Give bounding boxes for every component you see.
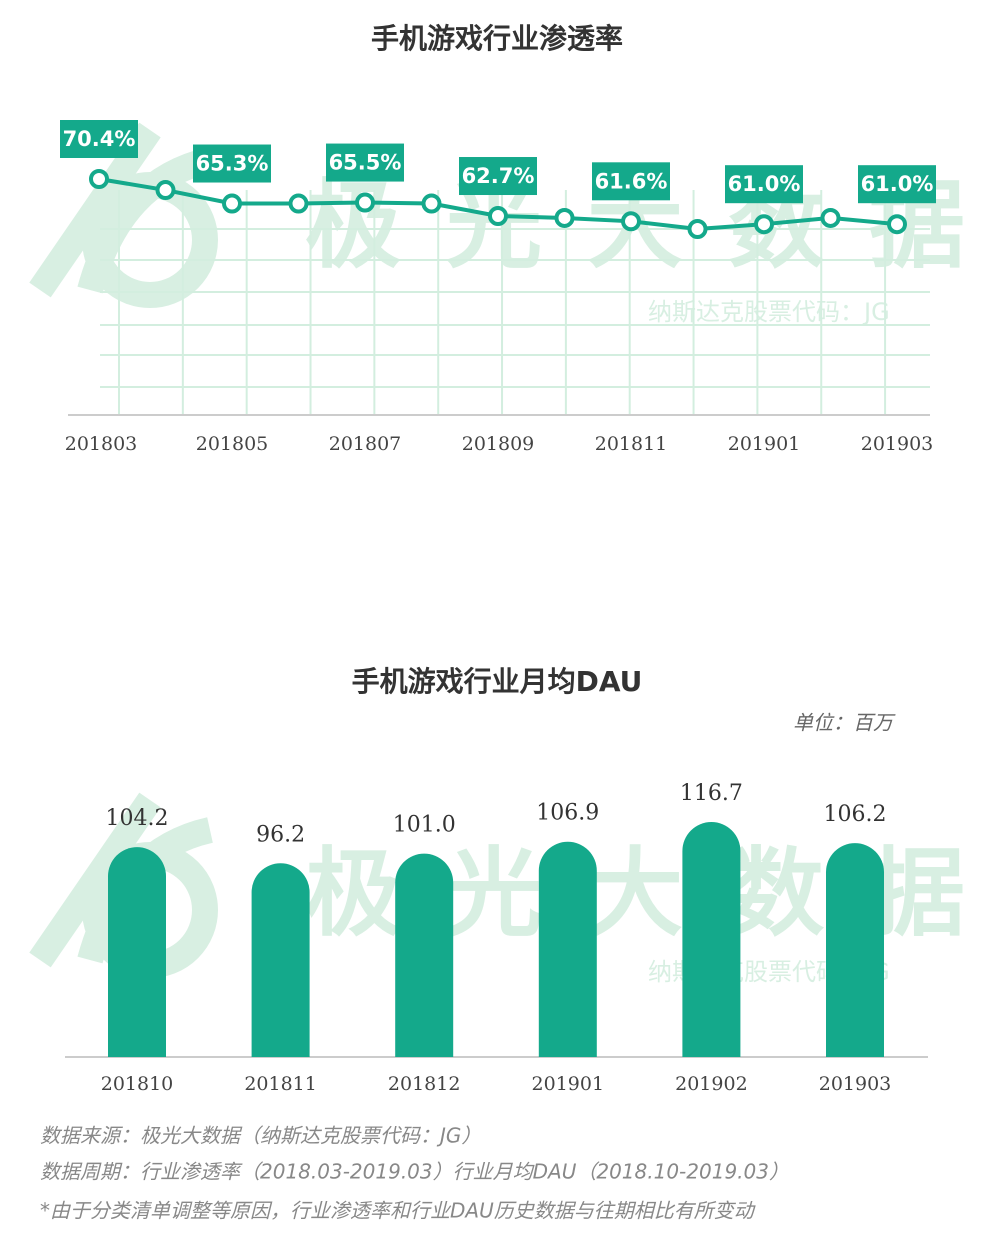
x-tick-label: 201903 — [861, 433, 934, 455]
bar — [538, 841, 597, 1057]
point — [887, 214, 907, 235]
footnote: 数据来源：极光大数据（纳斯达克股票代码：JG） — [40, 1124, 481, 1148]
label-box — [592, 162, 670, 201]
footnote: *由于分类清单调整等原因，行业渗透率和行业DAU历史数据与往期相比有所变动 — [40, 1199, 756, 1223]
point — [554, 207, 575, 228]
footnote: 数据周期：行业渗透率（2018.03-2019.03）行业月均DAU（2018.… — [40, 1160, 789, 1184]
data-label: 104.2 — [106, 806, 169, 831]
x-tick-label: 201810 — [101, 1073, 174, 1095]
label-box — [725, 165, 803, 204]
data-label: 70.4% — [63, 127, 136, 151]
x-tick-label: 201902 — [675, 1073, 748, 1095]
data-label: 106.9 — [536, 801, 599, 826]
x-tick-label: 201803 — [65, 433, 138, 455]
data-label: 96.2 — [256, 822, 305, 847]
data-label: 101.0 — [393, 813, 456, 838]
data-label: 61.6% — [595, 169, 668, 193]
data-label: 61.0% — [728, 172, 801, 196]
x-tick-label: 201901 — [532, 1073, 605, 1095]
point — [421, 193, 442, 214]
point — [621, 211, 641, 232]
point — [754, 214, 774, 235]
x-tick-label: 201807 — [329, 433, 402, 455]
label-box — [858, 165, 936, 204]
watermark-ticker: 纳斯达克股票代码：JG — [648, 298, 890, 326]
data-label: 62.7% — [462, 164, 535, 188]
x-tick-label: 201903 — [819, 1073, 892, 1095]
unit-label: 单位：百万 — [793, 711, 896, 735]
point — [355, 192, 375, 213]
chart-title: 手机游戏行业月均DAU — [352, 665, 643, 698]
point — [820, 207, 841, 228]
x-tick-label: 201805 — [196, 433, 269, 455]
bar — [826, 843, 884, 1057]
point — [155, 180, 176, 201]
x-tick-label: 201809 — [462, 433, 535, 455]
logo-watermark — [29, 122, 218, 978]
data-label: 65.5% — [329, 151, 402, 175]
bar — [108, 847, 166, 1057]
x-tick-label: 201811 — [595, 433, 668, 455]
point — [687, 219, 708, 239]
data-label: 106.2 — [824, 802, 887, 827]
label-box — [60, 120, 138, 158]
bar — [682, 822, 741, 1057]
chart-title: 手机游戏行业渗透率 — [371, 22, 623, 55]
bar — [395, 853, 454, 1057]
x-tick-label: 201811 — [244, 1073, 317, 1095]
bar — [251, 863, 310, 1057]
point — [288, 193, 309, 214]
data-label: 65.3% — [196, 152, 269, 176]
point — [222, 193, 242, 214]
point — [488, 206, 508, 227]
data-label: 116.7 — [680, 781, 743, 806]
data-label: 61.0% — [861, 172, 934, 196]
label-box — [459, 157, 537, 196]
x-tick-label: 201901 — [728, 433, 801, 455]
label-box — [326, 143, 404, 182]
x-tick-label: 201812 — [388, 1073, 461, 1095]
point — [89, 169, 109, 189]
label-box — [193, 144, 271, 183]
